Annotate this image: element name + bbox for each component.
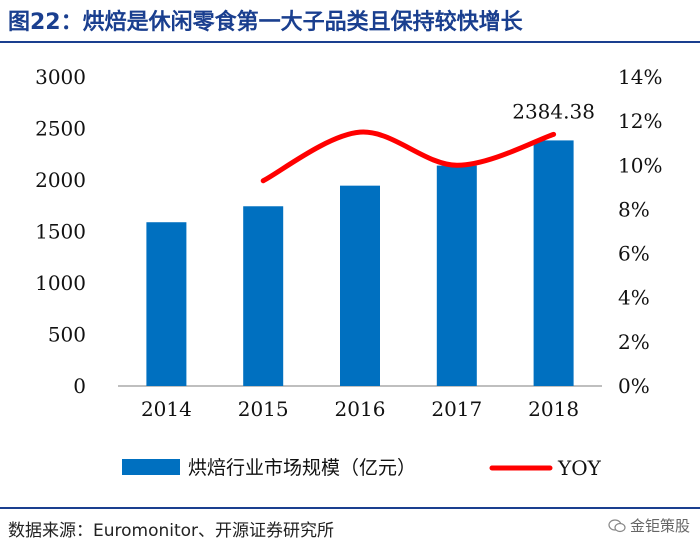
right-tick-label: 8% — [618, 197, 650, 221]
bar-2014 — [146, 222, 187, 386]
x-tick-label: 2016 — [335, 397, 386, 421]
data-labels: 2384.38 — [512, 99, 595, 123]
bar-2016 — [340, 185, 380, 386]
right-tick-label: 2% — [618, 330, 650, 354]
legend-bar-swatch — [122, 459, 180, 475]
right-tick-label: 0% — [618, 374, 650, 398]
left-tick-label: 500 — [48, 323, 86, 347]
footer-rule — [0, 507, 700, 509]
right-tick-label: 4% — [618, 286, 650, 310]
x-tick-label: 2014 — [141, 397, 192, 421]
left-axis-ticks: 0 500 1000 1500 2000 2500 3000 — [35, 65, 86, 398]
bar-series — [146, 140, 574, 386]
left-tick-label: 1500 — [35, 220, 86, 244]
left-tick-label: 2000 — [35, 168, 86, 192]
x-axis-ticks: 2014 2015 2016 2017 2018 — [141, 397, 579, 421]
x-tick-label: 2015 — [238, 397, 289, 421]
right-tick-label: 6% — [618, 242, 650, 266]
right-axis-ticks: 0% 2% 4% 6% 8% 10% 12% 14% — [618, 65, 662, 398]
watermark-text: 金钜策股 — [629, 517, 690, 535]
source-note: 数据来源：Euromonitor、开源证券研究所 — [8, 521, 335, 541]
x-tick-label: 2018 — [528, 397, 579, 421]
watermark: 金钜策股 — [608, 515, 690, 536]
legend: 烘焙行业市场规模（亿元） YOY — [122, 456, 602, 480]
yoy-series-line — [260, 129, 557, 184]
right-tick-label: 14% — [618, 65, 662, 89]
legend-bar-label: 烘焙行业市场规模（亿元） — [188, 457, 416, 479]
chart-area: 0 500 1000 1500 2000 2500 3000 0% 2% 4% 6% 8% 10% 12… — [35, 65, 662, 480]
bar-2017 — [436, 165, 477, 386]
left-tick-label: 1000 — [35, 271, 86, 295]
left-tick-label: 3000 — [35, 65, 86, 89]
bar-2018 — [533, 140, 574, 386]
left-tick-label: 2500 — [35, 117, 86, 141]
right-tick-label: 12% — [618, 109, 662, 133]
legend-line-label: YOY — [557, 456, 602, 480]
title-rule — [0, 41, 700, 43]
right-tick-label: 10% — [618, 153, 662, 177]
chart-title: 图22：烘焙是休闲零食第一大子品类且保持较快增长 — [8, 10, 523, 35]
data-label: 2384.38 — [512, 99, 595, 123]
bar-2015 — [243, 206, 284, 386]
x-tick-label: 2017 — [431, 397, 482, 421]
left-tick-label: 0 — [73, 374, 86, 398]
wechat-icon — [608, 518, 626, 533]
